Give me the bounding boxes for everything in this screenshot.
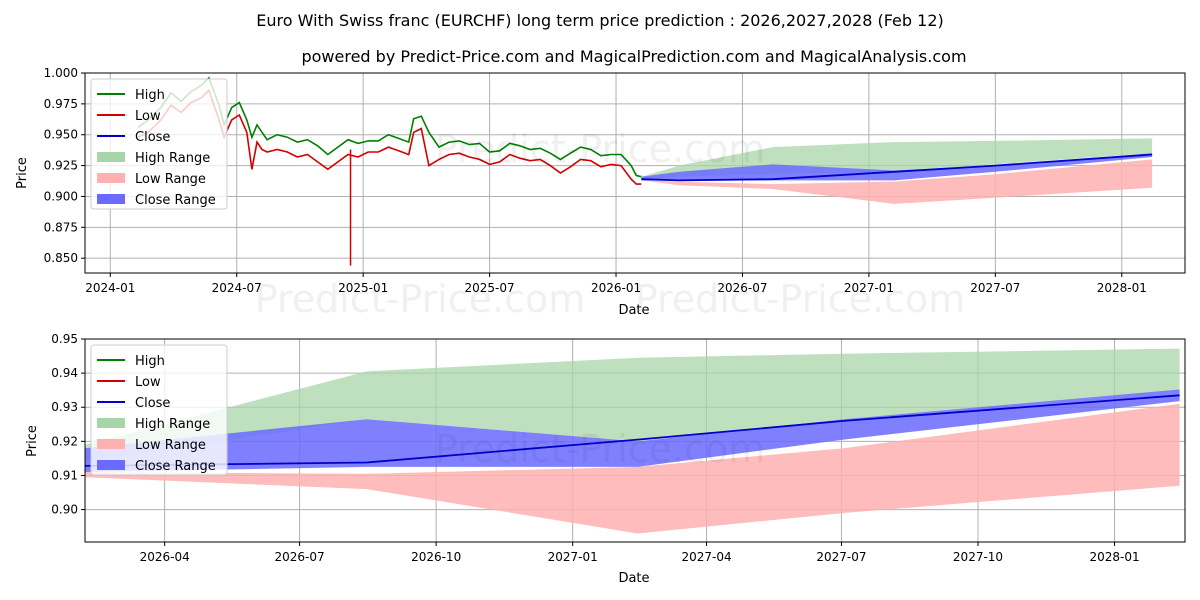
legend-label: Close: [135, 396, 170, 411]
legend-label: Low: [135, 109, 161, 124]
legend-swatch-close-range: [97, 194, 125, 204]
x-tick-label: 2027-01: [548, 550, 598, 564]
legend-label: High: [135, 88, 165, 103]
y-tick-label: 0.91: [51, 468, 78, 482]
x-tick-label: 2027-10: [953, 550, 1003, 564]
plot-frame: [84, 72, 1186, 274]
close-range-area: [641, 153, 1153, 181]
y-tick-label: 0.875: [44, 220, 78, 234]
y-tick-label: 0.90: [51, 503, 78, 517]
y-tick-label: 1.000: [44, 66, 78, 80]
legend: High Low Close High Range Low Range Close Ran…: [90, 78, 228, 210]
legend-label: Low: [135, 375, 161, 390]
x-tick-label: 2026-01: [591, 281, 641, 295]
plot-frame: [84, 338, 1186, 543]
legend-swatch-low-range: [97, 439, 125, 449]
x-axis-ticks: 2024-01 2024-07 2025-01 2025-07 2026-01 2026-…: [85, 273, 1147, 295]
x-tick-label: 2027-07: [970, 281, 1020, 295]
x-tick-label: 2027-04: [681, 550, 731, 564]
chart-title: Euro With Swiss franc (EURCHF) long term…: [256, 11, 943, 30]
y-tick-label: 0.95: [51, 332, 78, 346]
y-axis-ticks: 0.850 0.875 0.900 0.925 0.950 0.975 1.000: [44, 66, 85, 265]
legend-label: Close Range: [135, 193, 216, 208]
price-lines: [84, 394, 1180, 467]
x-tick-label: 2025-07: [465, 281, 515, 295]
legend-label: Low Range: [135, 172, 206, 187]
x-tick-label: 2026-10: [411, 550, 461, 564]
y-axis-ticks: 0.90 0.91 0.92 0.93 0.94 0.95: [51, 332, 85, 517]
forecast-range-areas: [641, 138, 1153, 204]
x-axis-label: Date: [618, 571, 649, 586]
legend-label: High Range: [135, 151, 210, 166]
x-tick-label: 2028-01: [1089, 550, 1139, 564]
legend-label: Close Range: [135, 459, 216, 474]
legend-label: Close: [135, 130, 170, 145]
y-tick-label: 0.94: [51, 366, 78, 380]
y-tick-label: 0.850: [44, 251, 78, 265]
x-tick-label: 2024-01: [85, 281, 135, 295]
legend-label: High: [135, 354, 165, 369]
x-tick-label: 2026-04: [140, 550, 190, 564]
x-tick-label: 2024-07: [212, 281, 262, 295]
main-chart-panel: Predict-Price.com Predict-Price.com Pred…: [15, 66, 1186, 321]
y-axis-label: Price: [15, 157, 30, 189]
close-forecast-line: [641, 153, 1153, 182]
low-range-area: [641, 159, 1153, 204]
legend-swatch-high-range: [97, 418, 125, 428]
legend-label: High Range: [135, 417, 210, 432]
x-tick-label: 2026-07: [275, 550, 325, 564]
forecast-range-areas: [85, 348, 1180, 534]
legend-label: Low Range: [135, 438, 206, 453]
y-tick-label: 0.900: [44, 189, 78, 203]
x-tick-label: 2027-07: [816, 550, 866, 564]
x-axis-label: Date: [618, 303, 649, 318]
watermark-text: Predict-Price.com: [435, 127, 766, 171]
y-tick-label: 0.925: [44, 159, 78, 173]
watermark-text-lower: Predict-Price.com: [435, 427, 766, 471]
x-axis-ticks: 2026-04 2026-07 2026-10 2027-01 2027-04 2027-…: [140, 542, 1140, 564]
watermark-text-bottom-right: Predict-Price.com: [635, 277, 966, 321]
y-axis-label: Price: [25, 425, 40, 457]
x-tick-label: 2025-01: [338, 281, 388, 295]
legend-swatch-low-range: [97, 173, 125, 183]
x-tick-label: 2026-07: [717, 281, 767, 295]
x-tick-label: 2027-01: [844, 281, 894, 295]
watermark-text-bottom: Predict-Price.com: [255, 277, 586, 321]
zoomed-forecast-panel: Predict-Price.com 2026-04 2026-07 2026-10 2…: [25, 332, 1186, 586]
legend-swatch-close-range: [97, 460, 125, 470]
legend: High Low Close High Range Low Range Close Ran…: [90, 344, 228, 476]
low-range-area: [85, 403, 1180, 534]
y-tick-label: 0.975: [44, 97, 78, 111]
x-tick-label: 2028-01: [1097, 281, 1147, 295]
y-tick-label: 0.92: [51, 434, 78, 448]
y-tick-label: 0.950: [44, 128, 78, 142]
legend-swatch-high-range: [97, 152, 125, 162]
chart-subtitle: powered by Predict-Price.com and Magical…: [301, 47, 966, 66]
y-tick-label: 0.93: [51, 400, 78, 414]
high-range-area: [85, 348, 1180, 462]
close-range-area: [85, 389, 1180, 473]
price-lines: [137, 76, 1153, 266]
close-forecast-line: [84, 394, 1180, 467]
